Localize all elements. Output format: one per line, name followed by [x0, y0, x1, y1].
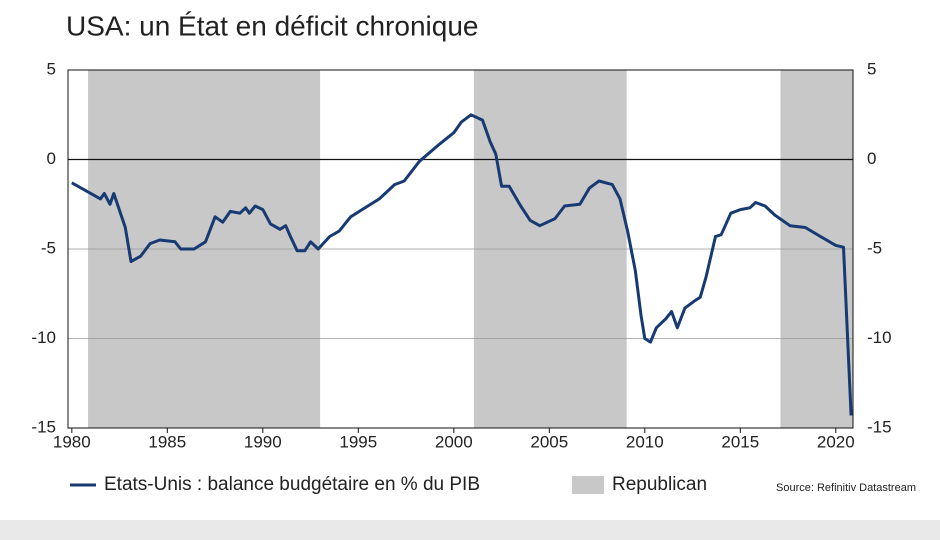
x-tick-label: 1985: [148, 432, 186, 451]
x-tick-label: 2015: [721, 432, 759, 451]
footer-strip: [0, 520, 940, 540]
legend-label: Etats-Unis : balance budgétaire en % du …: [104, 474, 480, 495]
source: Source: Refinitiv Datastream: [776, 482, 916, 494]
y-tick-label-right: 5: [867, 59, 876, 78]
x-tick-label: 2000: [435, 432, 473, 451]
data-line: [71, 113, 853, 416]
y-tick-label-right: -15: [867, 417, 892, 436]
y-tick-label: -10: [31, 328, 56, 347]
x-tick-label: 1980: [53, 432, 91, 451]
plot-frame: [67, 69, 854, 429]
y-tick-label: -15: [31, 417, 56, 436]
y-tick-label: 0: [47, 149, 56, 168]
y-tick-label-right: -10: [867, 328, 892, 347]
y-tick-label: -5: [41, 238, 56, 257]
y-tick-label: 5: [47, 59, 56, 78]
y-tick-label-right: -5: [867, 238, 882, 257]
x-tick-label: 2005: [530, 432, 568, 451]
x-tick-label: 1995: [339, 432, 377, 451]
x-tick-label: 1990: [244, 432, 282, 451]
legend-shade-label: Republican: [612, 474, 707, 495]
chart-title: USA: un État en déficit chronique: [66, 10, 478, 41]
x-tick-label: 2020: [817, 432, 855, 451]
y-tick-label-right: 0: [867, 149, 876, 168]
x-tick-label: 2010: [626, 432, 664, 451]
legend-shade-swatch: [572, 476, 604, 494]
